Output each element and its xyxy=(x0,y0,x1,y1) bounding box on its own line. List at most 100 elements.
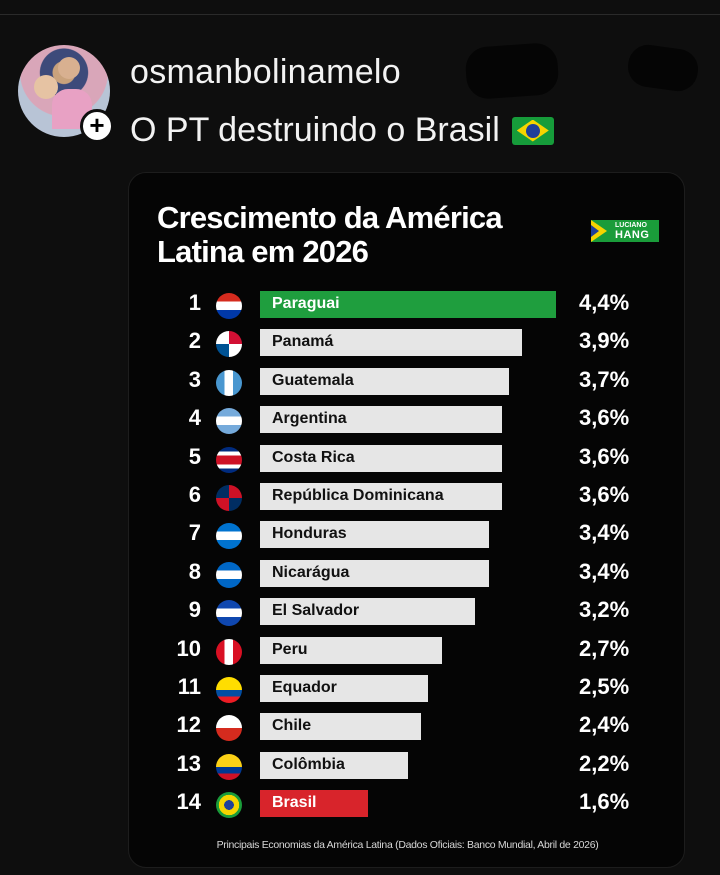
value-label: 2,4% xyxy=(579,712,630,738)
chart-row: 3 Guatemala 3,7% xyxy=(129,363,686,401)
value-label: 2,7% xyxy=(579,635,630,661)
paraguay-flag-icon xyxy=(216,293,242,319)
chart-row: 6 República Dominicana 3,6% xyxy=(129,478,686,516)
rank-number: 9 xyxy=(188,597,201,623)
bar-label: Honduras xyxy=(272,525,347,543)
value-label: 2,2% xyxy=(579,750,630,776)
bar: Nicarágua xyxy=(260,559,489,587)
rank-number: 12 xyxy=(176,712,201,738)
bar-label: Brasil xyxy=(272,794,317,812)
bar-label: República Dominicana xyxy=(272,487,444,504)
rank-number: 7 xyxy=(188,520,201,546)
chart-row: 1 Paraguai 4,4% xyxy=(129,286,686,324)
value-label: 3,4% xyxy=(579,558,630,584)
logo-text-top: LUCIANO xyxy=(615,222,647,229)
bar-label: Nicarágua xyxy=(272,563,350,581)
luciano-hang-logo: LUCIANO HANG xyxy=(591,220,659,242)
value-label: 3,7% xyxy=(579,366,630,392)
bar-label: Guatemala xyxy=(272,371,354,389)
bar: Costa Rica xyxy=(260,444,502,472)
chart-title: Crescimento da América Latina em 2026 xyxy=(157,200,503,269)
bar-label: Costa Rica xyxy=(272,448,355,466)
value-label: 3,6% xyxy=(579,482,630,507)
bar: Argentina xyxy=(260,406,502,434)
bar-label: Paraguai xyxy=(272,295,340,312)
bar: Panamá xyxy=(260,329,522,357)
value-label: 3,4% xyxy=(579,520,630,546)
argentina-flag-icon xyxy=(216,408,242,435)
value-label: 3,2% xyxy=(579,597,630,623)
value-label: 3,6% xyxy=(579,405,630,431)
bar-label: Peru xyxy=(272,640,308,658)
chart-row: 7 Honduras 3,4% xyxy=(129,516,686,554)
post-caption-text: O PT destruindo o Brasil xyxy=(130,111,500,149)
panama-flag-icon xyxy=(216,331,242,358)
value-label: 2,5% xyxy=(579,674,630,699)
bar: Equador xyxy=(260,675,428,702)
logo-blue-triangle xyxy=(591,225,599,237)
rank-number: 11 xyxy=(177,674,201,699)
value-label: 1,6% xyxy=(579,789,630,815)
redaction-mark xyxy=(625,42,701,94)
post-caption: O PT destruindo o Brasil xyxy=(130,111,554,150)
bar-label: Panamá xyxy=(272,333,334,351)
rank-number: 10 xyxy=(176,635,201,661)
chart-row: 8 Nicarágua 3,4% xyxy=(129,555,686,593)
rank-number: 13 xyxy=(176,750,201,776)
avatar-adult-face xyxy=(58,57,80,79)
bar: Paraguai xyxy=(260,291,556,318)
rank-number: 5 xyxy=(188,443,201,469)
follow-plus-button[interactable]: + xyxy=(80,109,114,143)
bar: El Salvador xyxy=(260,598,475,626)
rank-number: 4 xyxy=(188,405,201,431)
bar-label: Colômbia xyxy=(272,755,345,773)
chile-flag-icon xyxy=(216,715,242,742)
rank-number: 3 xyxy=(188,366,201,392)
bar: República Dominicana xyxy=(260,483,502,510)
rank-number: 1 xyxy=(188,290,201,315)
chart-row: 2 Panamá 3,9% xyxy=(129,324,686,362)
bar: Peru xyxy=(260,636,442,664)
rank-number: 2 xyxy=(188,328,201,354)
logo-text-bottom: HANG xyxy=(615,229,650,241)
chart-row: 4 Argentina 3,6% xyxy=(129,401,686,439)
bar-label: Argentina xyxy=(272,410,347,428)
rank-number: 8 xyxy=(188,558,201,584)
avatar[interactable] xyxy=(18,45,110,137)
bar: Chile xyxy=(260,713,421,741)
bar: Guatemala xyxy=(260,367,509,395)
chart-row: 14 Brasil 1,6% xyxy=(129,785,686,823)
honduras-flag-icon xyxy=(216,523,242,550)
brazil-flag-icon xyxy=(511,116,554,145)
dominican-republic-flag-icon xyxy=(216,485,242,511)
bar: Colômbia xyxy=(260,751,408,779)
value-label: 4,4% xyxy=(579,290,630,315)
colombia-flag-icon xyxy=(216,753,242,780)
redaction-mark xyxy=(464,41,560,101)
chart-row: 9 El Salvador 3,2% xyxy=(129,593,686,631)
rank-number: 6 xyxy=(188,482,201,507)
guatemala-flag-icon xyxy=(216,369,242,396)
brazil-flag-icon xyxy=(216,792,242,819)
bar: Brasil xyxy=(260,790,368,818)
chart-row: 13 Colômbia 2,2% xyxy=(129,747,686,785)
nicaragua-flag-icon xyxy=(216,561,242,588)
chart-image[interactable]: Crescimento da América Latina em 2026 LU… xyxy=(128,172,685,868)
value-label: 3,9% xyxy=(579,328,630,354)
bar: Honduras xyxy=(260,521,489,549)
value-label: 3,6% xyxy=(579,443,630,469)
peru-flag-icon xyxy=(216,638,242,665)
rank-number: 14 xyxy=(176,789,201,815)
bar-label: El Salvador xyxy=(272,602,360,620)
chart-row: 10 Peru 2,7% xyxy=(129,632,686,670)
post-header: + osmanbolinamelo O PT destruindo o Bras… xyxy=(18,41,708,149)
chart-row: 12 Chile 2,4% xyxy=(129,708,686,746)
bar-label: Chile xyxy=(272,717,312,735)
top-divider xyxy=(0,14,720,15)
chart-footnote: Principais Economias da América Latina (… xyxy=(216,839,599,851)
ecuador-flag-icon xyxy=(216,677,242,703)
username[interactable]: osmanbolinamelo xyxy=(130,53,401,91)
el-salvador-flag-icon xyxy=(216,600,242,627)
bar-label: Equador xyxy=(272,679,337,696)
costa-rica-flag-icon xyxy=(216,446,242,473)
